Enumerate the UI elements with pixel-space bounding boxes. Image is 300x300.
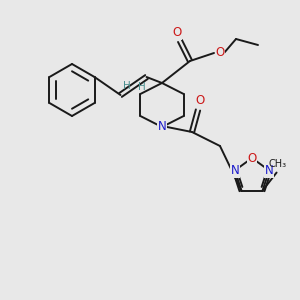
Text: O: O (248, 152, 256, 164)
Text: H: H (138, 82, 146, 92)
Text: O: O (172, 26, 182, 40)
Text: CH₃: CH₃ (268, 159, 286, 169)
Text: H: H (123, 81, 130, 91)
Text: N: N (158, 121, 166, 134)
Text: N: N (230, 164, 239, 177)
Text: O: O (215, 46, 225, 59)
Text: N: N (265, 164, 274, 177)
Text: O: O (195, 94, 205, 107)
